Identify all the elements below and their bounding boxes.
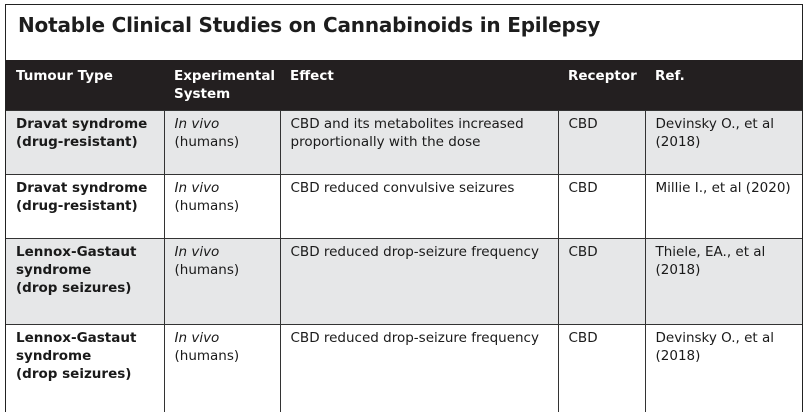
system-italic: In vivo xyxy=(174,115,220,132)
effect-line1: CBD reduced drop-seizure frequency xyxy=(290,243,539,260)
effect-line2: proportionally with the dose xyxy=(290,133,481,150)
type-line3: (drop seizures) xyxy=(16,365,132,382)
system-plain: (humans) xyxy=(174,133,240,150)
header-receptor: Receptor xyxy=(558,60,645,110)
ref-line1: Millie I., et al (2020) xyxy=(655,179,791,196)
header-ref: Ref. xyxy=(645,60,802,110)
type-line2: syndrome xyxy=(16,261,92,278)
figure-title: Notable Clinical Studies on Cannabinoids… xyxy=(18,13,601,37)
header-effect: Effect xyxy=(280,60,558,110)
cell-effect: CBD reduced drop-seizure frequency xyxy=(279,237,559,325)
table-row: Dravat syndrome (drug-resistant) In vivo… xyxy=(6,173,802,239)
system-plain: (humans) xyxy=(174,197,240,214)
cell-tumour-type: Lennox-Gastaut syndrome (drop seizures) xyxy=(6,237,165,325)
cell-ref: Devinsky O., et al (2018) xyxy=(644,109,802,175)
type-line1: Dravat syndrome xyxy=(16,115,148,132)
cell-receptor: CBD xyxy=(557,323,646,412)
type-line1: Lennox-Gastaut xyxy=(16,243,137,260)
type-line1: Lennox-Gastaut xyxy=(16,329,137,346)
cell-receptor: CBD xyxy=(557,237,646,325)
ref-line1: Thiele, EA., et al xyxy=(655,243,766,260)
header-system-line1: Experimental xyxy=(174,68,276,84)
cell-tumour-type: Dravat syndrome (drug-resistant) xyxy=(6,173,165,239)
ref-line1: Devinsky O., et al xyxy=(655,329,775,346)
effect-line1: CBD and its metabolites increased xyxy=(290,115,524,132)
system-plain: (humans) xyxy=(174,261,240,278)
cell-tumour-type: Lennox-Gastaut syndrome (drop seizures) xyxy=(6,323,165,412)
cell-effect: CBD reduced convulsive seizures xyxy=(279,173,559,239)
type-line2: syndrome xyxy=(16,347,92,364)
cell-effect: CBD and its metabolites increased propor… xyxy=(279,109,559,175)
type-line2: (drug-resistant) xyxy=(16,133,138,150)
effect-line1: CBD reduced convulsive seizures xyxy=(290,179,515,196)
table-row: Lennox-Gastaut syndrome (drop seizures) … xyxy=(6,237,802,325)
cell-system: In vivo (humans) xyxy=(163,237,281,325)
cell-ref: Millie I., et al (2020) xyxy=(644,173,802,239)
type-line2: (drug-resistant) xyxy=(16,197,138,214)
header-tumour-type: Tumour Type xyxy=(6,60,164,110)
system-plain: (humans) xyxy=(174,347,240,364)
cell-system: In vivo (humans) xyxy=(163,109,281,175)
effect-line1: CBD reduced drop-seizure frequency xyxy=(290,329,539,346)
studies-table: Tumour Type Experimental System Effect R… xyxy=(6,60,802,412)
cell-receptor: CBD xyxy=(557,173,646,239)
ref-line2: (2018) xyxy=(655,133,701,150)
ref-line2: (2018) xyxy=(655,347,701,364)
cell-tumour-type: Dravat syndrome (drug-resistant) xyxy=(6,109,165,175)
header-row: Tumour Type Experimental System Effect R… xyxy=(6,60,802,110)
system-italic: In vivo xyxy=(174,243,220,260)
cell-receptor: CBD xyxy=(557,109,646,175)
table-row: Dravat syndrome (drug-resistant) In vivo… xyxy=(6,109,802,175)
ref-line1: Devinsky O., et al xyxy=(655,115,775,132)
cell-ref: Thiele, EA., et al (2018) xyxy=(644,237,802,325)
cell-system: In vivo (humans) xyxy=(163,323,281,412)
cell-ref: Devinsky O., et al (2018) xyxy=(644,323,802,412)
type-line1: Dravat syndrome xyxy=(16,179,148,196)
header-experimental-system: Experimental System xyxy=(164,60,280,110)
type-line3: (drop seizures) xyxy=(16,279,132,296)
ref-line2: (2018) xyxy=(655,261,701,278)
cell-effect: CBD reduced drop-seizure frequency xyxy=(279,323,559,412)
system-italic: In vivo xyxy=(174,329,220,346)
system-italic: In vivo xyxy=(174,179,220,196)
cell-system: In vivo (humans) xyxy=(163,173,281,239)
table-figure: Notable Clinical Studies on Cannabinoids… xyxy=(5,4,803,412)
table-row: Lennox-Gastaut syndrome (drop seizures) … xyxy=(6,323,802,412)
header-system-line2: System xyxy=(174,86,231,102)
